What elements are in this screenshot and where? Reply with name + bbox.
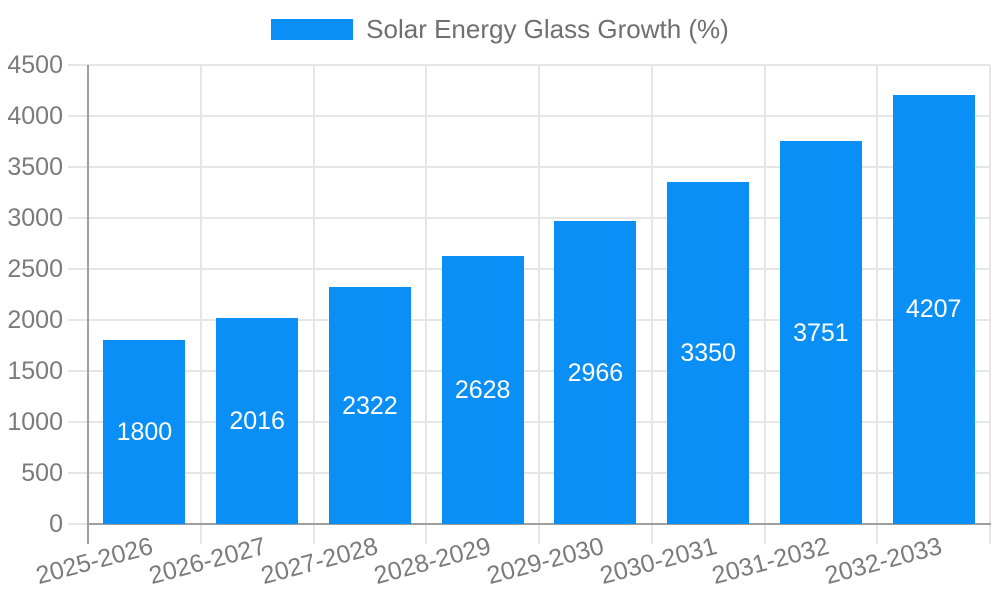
bar-value-label: 4207 — [905, 295, 962, 324]
x-axis-label: 2032-2033 — [822, 532, 945, 590]
bar-value-label: 2628 — [454, 375, 511, 404]
y-gridline — [68, 370, 990, 372]
bar — [328, 287, 411, 524]
bar-value-label: 2016 — [229, 407, 285, 436]
y-axis-label: 2000 — [7, 306, 63, 334]
y-axis-label: 1000 — [7, 408, 63, 436]
y-axis-label: 4500 — [7, 51, 63, 79]
y-gridline — [68, 166, 990, 168]
x-gridline — [199, 65, 202, 544]
x-axis-label: 2026-2027 — [145, 532, 269, 590]
x-axis-label: 2025-2026 — [32, 532, 156, 590]
y-gridline — [68, 472, 990, 474]
x-gridline — [763, 65, 766, 544]
bar — [103, 340, 186, 524]
y-axis-label: 2500 — [7, 255, 63, 283]
x-gridline — [989, 65, 991, 544]
bar — [892, 94, 975, 524]
bar — [441, 255, 524, 524]
y-gridline — [68, 115, 990, 117]
x-axis-label: 2029-2030 — [483, 532, 607, 590]
y-axis-label: 500 — [21, 459, 63, 487]
y-gridline — [68, 217, 990, 219]
y-axis-label: 1500 — [7, 357, 63, 385]
x-gridline — [312, 65, 315, 544]
x-gridline — [876, 65, 879, 544]
y-gridline — [68, 319, 990, 321]
bar — [216, 318, 299, 524]
y-gridline — [68, 64, 990, 66]
bar-value-label: 3751 — [793, 318, 849, 347]
bar-value-label: 1800 — [116, 418, 173, 447]
x-axis-label: 2030-2031 — [596, 532, 720, 590]
y-axis-label: 3500 — [7, 153, 63, 181]
x-axis-label: 2028-2029 — [371, 532, 494, 590]
y-gridline — [68, 421, 990, 423]
y-axis-label: 4000 — [7, 102, 63, 130]
x-axis-line — [87, 523, 991, 525]
bar — [667, 182, 750, 524]
bar-value-label: 2966 — [567, 358, 624, 387]
legend-label[interactable]: Solar Energy Glass Growth (%) — [366, 14, 729, 44]
x-axis-label: 2027-2028 — [258, 532, 382, 590]
x-gridline — [425, 65, 428, 544]
y-gridline — [68, 268, 990, 270]
y-axis-line — [87, 65, 89, 544]
legend-swatch[interactable] — [271, 18, 354, 40]
legend: Solar Energy Glass Growth (%) — [0, 14, 1000, 44]
bar — [554, 221, 637, 524]
bar-value-label: 3350 — [680, 339, 736, 368]
bar — [779, 141, 862, 524]
x-gridline — [650, 65, 653, 544]
x-gridline — [538, 65, 540, 544]
y-axis-label: 3000 — [7, 204, 63, 232]
bar-value-label: 2322 — [342, 391, 398, 420]
x-axis-label: 2031-2032 — [709, 532, 833, 590]
y-axis-label: 0 — [49, 510, 63, 538]
